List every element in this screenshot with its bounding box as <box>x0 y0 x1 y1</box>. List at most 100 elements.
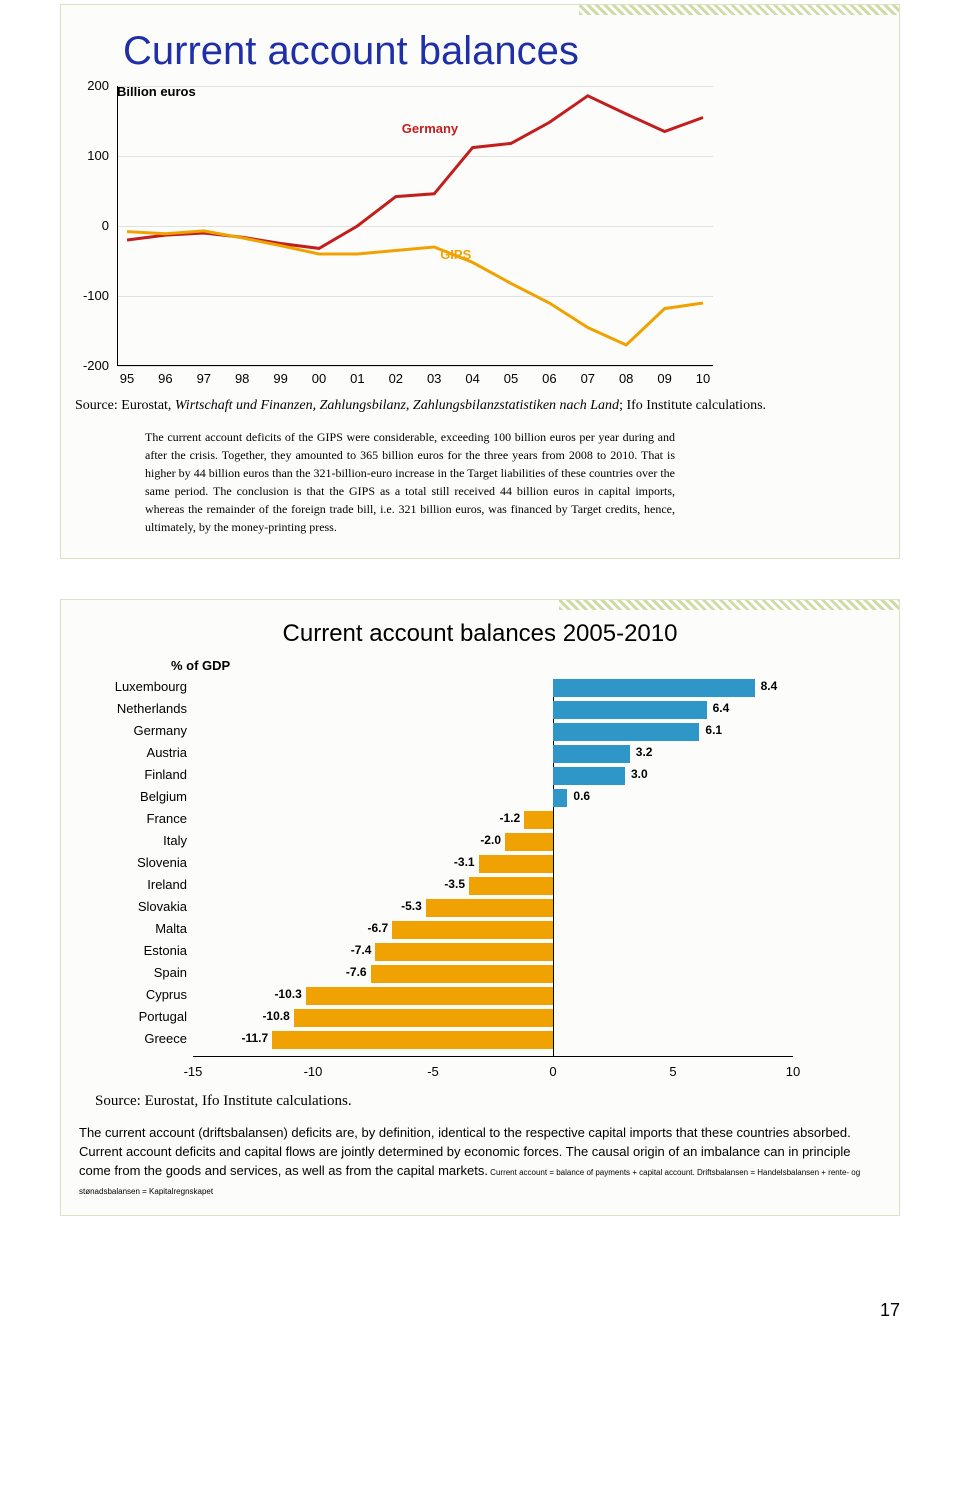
chart1-xtick: 01 <box>337 371 377 386</box>
series-label-germany: Germany <box>402 121 458 136</box>
chart1-xtick: 06 <box>529 371 569 386</box>
slide-line-chart: Current account balances Billion euros -… <box>60 4 900 559</box>
hbar-row: Germany6.1 <box>193 723 793 741</box>
chart2-ylabel: % of GDP <box>171 658 885 673</box>
hbar-value-label: -6.7 <box>350 921 388 935</box>
hbar-category-label: Belgium <box>93 789 187 804</box>
hbar-bar <box>426 899 553 917</box>
hbar-bar <box>272 1031 553 1049</box>
hbar-row: Luxembourg8.4 <box>193 679 793 697</box>
series-label-gips: GIPS <box>440 247 471 262</box>
chart2-xtick: 0 <box>533 1064 573 1079</box>
hbar-category-label: Germany <box>93 723 187 738</box>
hbar-category-label: Austria <box>93 745 187 760</box>
chart1-xtick: 02 <box>376 371 416 386</box>
hbar-value-label: -7.4 <box>333 943 371 957</box>
hbar-row: Estonia-7.4 <box>193 943 793 961</box>
slide-bar-chart: Current account balances 2005-2010 % of … <box>60 599 900 1216</box>
hbar-category-label: Greece <box>93 1031 187 1046</box>
series-germany <box>127 96 703 249</box>
hbar-bar <box>479 855 553 873</box>
hbar-chart: -15-10-50510Luxembourg8.4Netherlands6.4G… <box>93 679 793 1057</box>
chart1-xtick: 97 <box>184 371 224 386</box>
hbar-row: Spain-7.6 <box>193 965 793 983</box>
chart1-ytick: 200 <box>69 78 109 93</box>
hbar-bar <box>392 921 553 939</box>
slide2-title: Current account balances 2005-2010 <box>75 620 885 648</box>
hbar-value-label: 0.6 <box>573 789 590 803</box>
hbar-value-label: -5.3 <box>384 899 422 913</box>
hbar-row: Austria3.2 <box>193 745 793 763</box>
src1-suffix: ; Ifo Institute calculations. <box>619 398 766 413</box>
chart1-xtick: 98 <box>222 371 262 386</box>
hbar-bar <box>553 767 625 785</box>
chart1-xtick: 96 <box>145 371 185 386</box>
hbar-category-label: Slovenia <box>93 855 187 870</box>
chart2-xtick: -5 <box>413 1064 453 1079</box>
chart2-xtick: -10 <box>293 1064 333 1079</box>
hbar-value-label: 6.4 <box>713 701 730 715</box>
chart1-ytick: 0 <box>69 218 109 233</box>
chart1-xtick: 05 <box>491 371 531 386</box>
chart1-xtick: 03 <box>414 371 454 386</box>
hbar-value-label: -3.5 <box>427 877 465 891</box>
slide-drag-hatch <box>579 5 899 15</box>
hbar-value-label: 6.1 <box>705 723 722 737</box>
hbar-row: Malta-6.7 <box>193 921 793 939</box>
hbar-bar <box>553 723 699 741</box>
chart1-ytick: -100 <box>69 288 109 303</box>
hbar-category-label: France <box>93 811 187 826</box>
hbar-row: France-1.2 <box>193 811 793 829</box>
slide1-title: Current account balances <box>123 29 885 74</box>
chart1-xtick: 10 <box>683 371 723 386</box>
slide2-paragraph: The current account (driftsbalansen) def… <box>79 1124 881 1199</box>
chart1-xtick: 95 <box>107 371 147 386</box>
chart1-ytick: -200 <box>69 358 109 373</box>
chart1-xtick: 07 <box>568 371 608 386</box>
page-number: 17 <box>0 1300 900 1321</box>
src1-italic: Wirtschaft und Finanzen, Zahlungsbilanz,… <box>175 398 619 413</box>
hbar-category-label: Luxembourg <box>93 679 187 694</box>
hbar-row: Slovakia-5.3 <box>193 899 793 917</box>
hbar-bar <box>524 811 553 829</box>
hbar-bar <box>469 877 553 895</box>
chart1-source: Source: Eurostat, Wirtschaft und Finanze… <box>75 398 885 414</box>
hbar-row: Portugal-10.8 <box>193 1009 793 1027</box>
hbar-bar <box>306 987 553 1005</box>
hbar-value-label: -2.0 <box>463 833 501 847</box>
hbar-value-label: 3.2 <box>636 745 653 759</box>
hbar-row: Greece-11.7 <box>193 1031 793 1049</box>
chart1-xtick: 00 <box>299 371 339 386</box>
slide-drag-hatch <box>559 600 899 610</box>
chart2-xtick: 10 <box>773 1064 813 1079</box>
hbar-category-label: Estonia <box>93 943 187 958</box>
hbar-value-label: -10.3 <box>264 987 302 1001</box>
hbar-bar <box>294 1009 553 1027</box>
hbar-row: Slovenia-3.1 <box>193 855 793 873</box>
hbar-value-label: 8.4 <box>761 679 778 693</box>
slide1-paragraph: The current account deficits of the GIPS… <box>145 428 675 536</box>
hbar-value-label: -3.1 <box>437 855 475 869</box>
hbar-bar <box>505 833 553 851</box>
hbar-category-label: Malta <box>93 921 187 936</box>
hbar-category-label: Finland <box>93 767 187 782</box>
chart1-xtick: 09 <box>645 371 685 386</box>
hbar-category-label: Cyprus <box>93 987 187 1002</box>
hbar-row: Italy-2.0 <box>193 833 793 851</box>
chart1-xtick: 08 <box>606 371 646 386</box>
hbar-value-label: 3.0 <box>631 767 648 781</box>
hbar-category-label: Slovakia <box>93 899 187 914</box>
series-gips <box>127 231 703 345</box>
hbar-bar <box>553 745 630 763</box>
hbar-category-label: Italy <box>93 833 187 848</box>
hbar-bar <box>553 679 755 697</box>
hbar-value-label: -11.7 <box>230 1031 268 1045</box>
hbar-category-label: Spain <box>93 965 187 980</box>
hbar-row: Ireland-3.5 <box>193 877 793 895</box>
hbar-bar <box>553 701 707 719</box>
chart1-xtick: 04 <box>453 371 493 386</box>
hbar-bar <box>553 789 567 807</box>
chart1-ytick: 100 <box>69 148 109 163</box>
hbar-value-label: -7.6 <box>329 965 367 979</box>
hbar-bar <box>375 943 553 961</box>
